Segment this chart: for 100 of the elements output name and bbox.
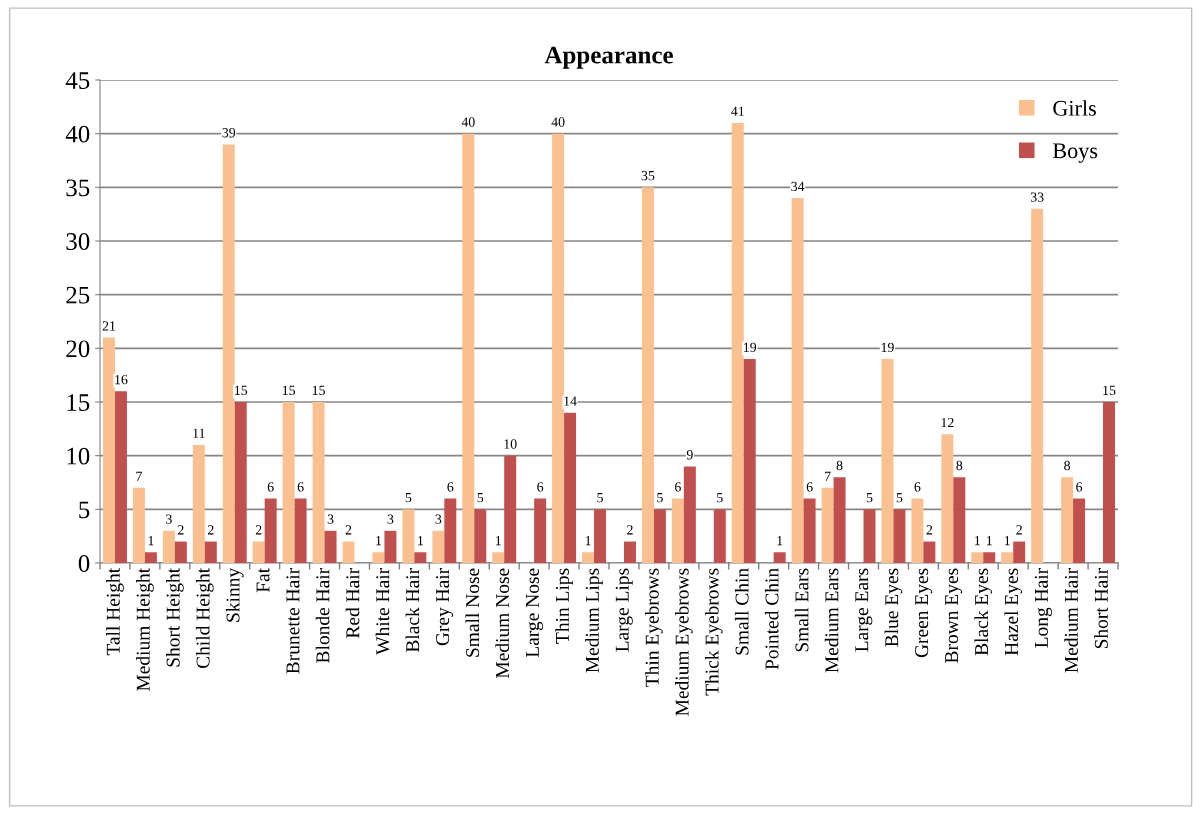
bar — [312, 402, 325, 563]
data-label: 5 — [717, 493, 723, 503]
x-tick-label: Skinny — [225, 567, 244, 622]
data-label: 6 — [806, 482, 813, 492]
bar — [162, 530, 175, 563]
y-tick-label: 35 — [66, 179, 90, 197]
x-tick-label: Black Hair — [405, 568, 420, 653]
bar — [1103, 402, 1116, 563]
bar — [552, 133, 565, 563]
bar — [102, 337, 115, 563]
data-label: 6 — [447, 482, 454, 492]
y-tick-label: 20 — [66, 340, 90, 358]
bar — [833, 477, 846, 563]
x-tick-label: Large Nose — [526, 568, 543, 658]
x-tick-label: Thick Eyebrows — [704, 568, 723, 696]
data-label: 6 — [1076, 482, 1083, 492]
x-tick-label: Thin Lips — [555, 568, 573, 644]
data-label: 2 — [255, 525, 262, 535]
data-label: 1 — [148, 535, 154, 546]
x-tick-label: Medium Hair — [1064, 568, 1078, 673]
data-label: 7 — [825, 471, 831, 481]
bar — [582, 552, 595, 563]
bar — [683, 466, 696, 563]
bar — [653, 509, 666, 563]
data-label: 9 — [686, 450, 693, 460]
data-label: 12 — [941, 417, 954, 428]
data-label: 2 — [345, 525, 352, 535]
bar — [432, 530, 445, 563]
bar — [132, 487, 145, 563]
bar — [971, 552, 984, 563]
data-label: 3 — [327, 514, 334, 524]
data-label: 15 — [235, 385, 248, 396]
bar — [941, 434, 954, 563]
bar — [803, 498, 816, 563]
data-label: 16 — [115, 374, 128, 385]
x-tick-label: Small Nose — [465, 568, 480, 657]
y-tick-label: 30 — [66, 233, 90, 250]
y-tick-label: 45 — [65, 72, 90, 89]
bar — [881, 359, 894, 563]
x-tick-label: Child Height — [195, 567, 214, 669]
data-label: 34 — [791, 181, 805, 192]
data-label: 14 — [564, 396, 577, 406]
y-tick-label: 5 — [79, 501, 90, 519]
x-tick-label: Large Lips — [615, 568, 633, 652]
bar — [641, 187, 654, 563]
data-label: 1 — [987, 535, 992, 546]
data-label: 2 — [1016, 525, 1022, 535]
data-label: 6 — [914, 482, 921, 492]
data-label: 33 — [1030, 192, 1044, 202]
x-tick-label: Pointed Chin — [764, 568, 779, 670]
bar — [462, 133, 475, 563]
legend-label: Girls — [1053, 100, 1096, 116]
bar — [204, 541, 217, 563]
bar — [492, 552, 505, 563]
y-tick-label: 0 — [78, 555, 90, 572]
bar — [534, 498, 547, 563]
x-tick-label: Hazel Eyes — [1004, 568, 1023, 656]
bar — [144, 552, 157, 563]
x-tick-label: Red Hair — [345, 568, 360, 639]
bar — [252, 541, 265, 563]
bar — [294, 498, 307, 563]
bar — [402, 509, 415, 563]
bar — [342, 541, 355, 563]
data-label: 5 — [477, 493, 484, 503]
bar — [174, 541, 187, 563]
data-label: 35 — [641, 171, 655, 181]
bar — [1031, 208, 1044, 563]
bar — [1013, 541, 1026, 563]
data-label: 1 — [975, 535, 980, 546]
data-label: 6 — [297, 482, 304, 492]
bar — [791, 198, 804, 563]
bar — [893, 509, 906, 563]
data-label: 8 — [956, 460, 963, 471]
data-label: 6 — [267, 482, 274, 492]
data-label: 15 — [312, 385, 325, 396]
legend-label: Boys — [1052, 143, 1098, 163]
x-tick-label: Medium Eyebrows — [675, 568, 693, 716]
x-tick-label: White Hair — [375, 568, 390, 655]
bar — [863, 509, 876, 563]
bar — [821, 487, 834, 563]
bar — [282, 402, 295, 563]
x-tick-label: Grey Hair — [436, 568, 454, 646]
bar — [731, 122, 744, 563]
bar — [594, 509, 607, 563]
data-label: 6 — [674, 482, 681, 492]
data-label: 6 — [537, 482, 544, 492]
x-tick-label: Small Chin — [734, 568, 749, 655]
data-label: 21 — [102, 321, 116, 331]
x-tick-label: Large Ears — [855, 568, 873, 652]
data-label: 41 — [731, 106, 744, 116]
data-label: 1 — [376, 535, 382, 546]
x-tick-label: Fat — [256, 567, 270, 593]
data-label: 5 — [866, 493, 873, 503]
data-label: 10 — [504, 439, 517, 449]
data-label: 2 — [177, 525, 184, 535]
data-label: 39 — [222, 128, 236, 138]
bar — [623, 541, 636, 563]
x-tick-label: Medium Nose — [495, 568, 510, 679]
data-label: 5 — [657, 493, 663, 503]
bar — [923, 541, 936, 563]
